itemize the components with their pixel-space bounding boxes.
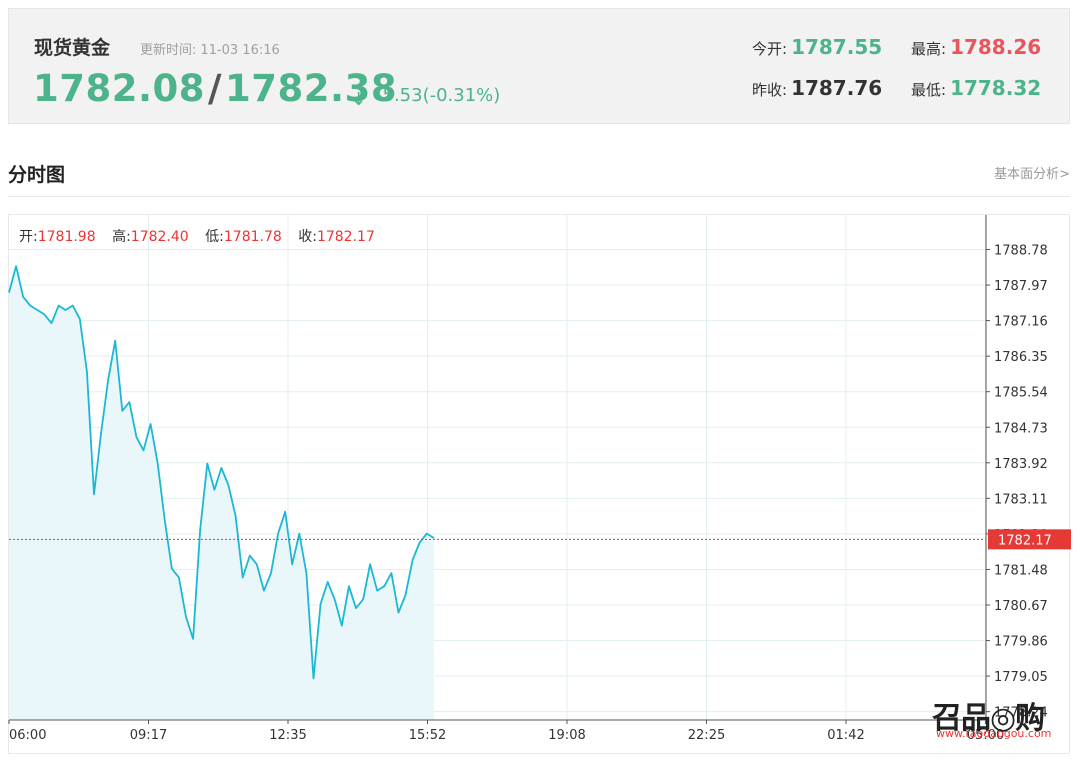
price-separator: / [208, 67, 223, 110]
update-time-value: 11-03 16:16 [200, 43, 280, 58]
y-tick-label: 1784.73 [994, 421, 1048, 436]
ohlc-high-value: 1782.40 [130, 229, 189, 245]
ohlc-high-label: 高: [112, 229, 131, 245]
section-title: 分时图 [8, 164, 66, 186]
ask-price: 1782.38 [225, 67, 398, 110]
stat-prev-close: 昨收: 1787.76 [752, 76, 882, 100]
stat-low: 最低: 1778.32 [911, 76, 1041, 100]
x-tick-label: 12:35 [269, 728, 306, 743]
bid-price: 1782.08 [33, 67, 206, 110]
stat-low-value: 1778.32 [950, 76, 1042, 100]
stat-prev-close-label: 昨收: [752, 81, 788, 99]
y-tick-label: 1786.35 [994, 350, 1048, 365]
watermark: 召品◎购 www.taodaogou.com [932, 693, 1051, 740]
fundamental-analysis-link[interactable]: 基本面分析> [994, 167, 1070, 182]
stat-open: 今开: 1787.55 [752, 35, 882, 59]
y-tick-label: 1779.05 [994, 670, 1048, 685]
y-tick-label: 1787.97 [994, 279, 1048, 294]
stat-open-label: 今开: [752, 40, 788, 58]
quote-panel: 现货黄金 更新时间: 11-03 16:16 1782.08/1782.38 ↓ … [8, 8, 1070, 124]
x-tick-label: 05:00 [967, 728, 1004, 743]
chart-frame [8, 214, 1070, 754]
stat-high-value: 1788.26 [950, 35, 1042, 59]
ohlc-open-value: 1781.98 [37, 229, 96, 245]
ohlc-close-label: 收: [298, 229, 317, 245]
ohlc-low-value: 1781.78 [223, 229, 282, 245]
current-price-label: 1782.17 [998, 533, 1052, 548]
y-tick-label: 1778.24 [994, 706, 1048, 721]
instrument-name: 现货黄金 [34, 37, 111, 59]
ohlc-low-label: 低: [205, 229, 224, 245]
watermark-logo: 召品◎购 [932, 701, 1045, 736]
y-tick-label: 1783.11 [994, 492, 1048, 507]
y-tick-label: 1787.16 [994, 315, 1048, 330]
ohlc-readout: 开:1781.98 高:1782.40 低:1781.78 收:1782.17 [19, 226, 375, 246]
down-arrow-icon: ↓ [351, 89, 367, 110]
x-tick-label: 06:00 [9, 728, 46, 743]
price-pair: 1782.08/1782.38 [33, 67, 397, 110]
stat-prev-close-value: 1787.76 [791, 76, 883, 100]
update-time: 更新时间: 11-03 16:16 [140, 39, 284, 58]
stat-low-label: 最低: [911, 81, 947, 99]
update-time-label: 更新时间: [140, 43, 197, 58]
y-tick-label: 1788.78 [994, 244, 1048, 259]
current-price-badge [988, 529, 1071, 550]
watermark-url: www.taodaogou.com [936, 727, 1052, 740]
price-change: -5.53(-0.31%) [376, 85, 501, 106]
y-tick-label: 1783.92 [994, 457, 1048, 472]
y-tick-label: 1779.86 [994, 635, 1048, 650]
x-tick-label: 15:52 [409, 728, 446, 743]
stat-open-value: 1787.55 [791, 35, 883, 59]
stat-high-label: 最高: [911, 40, 947, 58]
x-tick-label: 01:42 [827, 728, 864, 743]
section-divider [8, 196, 1070, 197]
x-tick-label: 09:17 [130, 728, 167, 743]
x-tick-label: 19:08 [548, 728, 585, 743]
price-line [8, 265, 435, 680]
ohlc-close-value: 1782.17 [316, 229, 375, 245]
y-tick-label: 1780.67 [994, 599, 1048, 614]
ohlc-open-label: 开: [19, 229, 38, 245]
x-tick-label: 22:25 [688, 728, 725, 743]
stat-high: 最高: 1788.26 [911, 35, 1041, 59]
y-tick-label: 1785.54 [994, 386, 1048, 401]
y-tick-label: 1781.48 [994, 563, 1048, 578]
price-area [9, 266, 434, 720]
